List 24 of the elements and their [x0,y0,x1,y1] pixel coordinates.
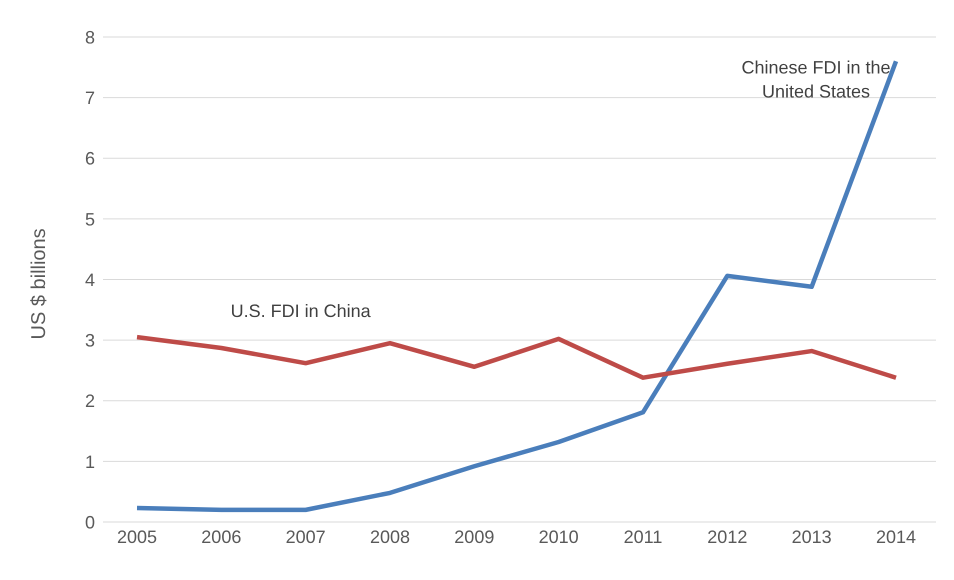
y-tick-label: 6 [84,148,95,169]
y-tick-label: 1 [84,452,95,472]
x-tick-label: 2009 [454,526,494,547]
y-tick-label: 4 [84,270,95,290]
y-tick-label: 5 [84,209,95,230]
y-tick-label: 7 [84,88,95,108]
x-tick-label: 2006 [201,526,242,547]
y-axis-title: US $ billions [28,228,50,340]
x-tick-label: 2008 [370,526,410,547]
x-tick-label: 2005 [116,526,158,547]
series-label: Chinese FDI in the United States [741,57,891,102]
y-tick-label: 0 [84,512,95,532]
line-series [134,334,898,380]
y-tick-label: 8 [84,27,95,48]
y-tick-label: 2 [84,391,95,412]
line-series [134,59,898,512]
series-label: U.S. FDI in China [230,301,372,322]
x-tick-label: 2013 [792,526,832,547]
x-tick-label: 2007 [286,526,326,547]
y-tick-label: 3 [84,330,95,351]
x-tick-label: 2011 [624,526,662,547]
x-tick-label: 2012 [707,526,748,547]
x-tick-label: 2014 [876,526,916,547]
x-tick-label: 2010 [538,526,579,547]
